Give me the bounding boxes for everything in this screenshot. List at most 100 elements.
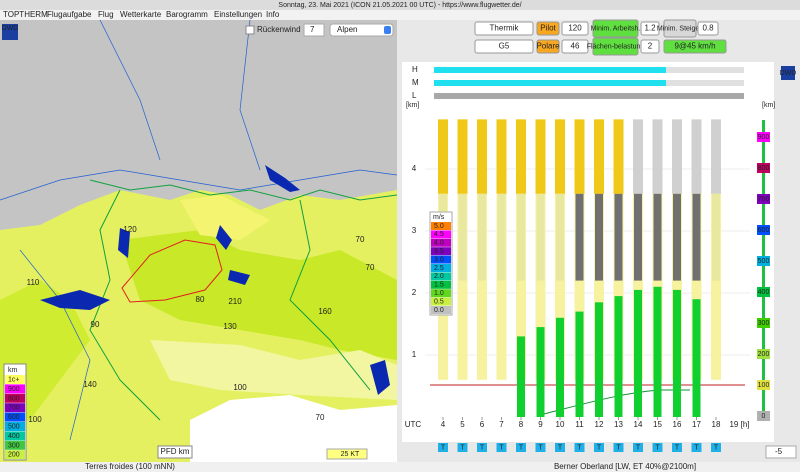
column-mid [458, 193, 467, 281]
min-climb-value-box[interactable] [697, 21, 719, 36]
y-tick-label: 4 [412, 164, 417, 173]
result: 9@45 km/h [674, 42, 715, 51]
column-top [438, 119, 448, 194]
right-tick-label: 300 [758, 320, 770, 327]
temp-cell [613, 443, 624, 452]
legend-label: 200 [8, 452, 20, 459]
x-end-label: 19 [h] [729, 420, 749, 429]
right-tick-box [757, 380, 770, 390]
y-tick-label: 1 [412, 350, 417, 359]
dwd-logo [2, 24, 18, 40]
column-mid [595, 193, 603, 281]
lift-label: 1.5 [434, 282, 444, 289]
right-tick-label: 500 [758, 258, 770, 265]
column-mid [536, 193, 545, 281]
pilot-label-box [536, 21, 560, 36]
tailwind-spinner[interactable] [303, 23, 325, 37]
temp-cell [457, 443, 468, 452]
polar-value: 46 [571, 42, 580, 51]
right-tick-box [757, 132, 770, 142]
menu-item[interactable]: Wetterkarte [120, 10, 162, 19]
x-tick-label: 9 [538, 420, 543, 429]
legend-label: 700 [8, 405, 20, 412]
map-border [0, 19, 398, 441]
menu-item[interactable]: Info [266, 10, 280, 19]
map-label: 210 [228, 297, 242, 306]
right-tick-box [757, 256, 770, 266]
temp-marker: T [558, 444, 563, 451]
x-tick-label: 6 [480, 420, 485, 429]
lift-label: 0.5 [434, 298, 444, 305]
column-mid [517, 193, 525, 281]
map-label: 110 [27, 278, 40, 287]
temp-cell [672, 443, 682, 452]
legend-label: 400 [8, 433, 20, 440]
logo-text: DWD [780, 70, 797, 77]
region-select[interactable] [329, 23, 394, 37]
menu-item[interactable]: Einstellungen [214, 10, 262, 19]
legend-swatch [5, 384, 25, 394]
menu-item[interactable]: Flug [98, 10, 114, 19]
status-right: Berner Oberland [LW, ET 40%@2100m] [554, 462, 696, 471]
lift-label: 0.0 [434, 307, 444, 314]
pilot-label: Pilot [540, 24, 556, 33]
mode-select-box[interactable] [474, 21, 534, 36]
temp-cell [711, 443, 721, 452]
menu-item[interactable]: TOPTHERM [3, 10, 48, 19]
menu-item[interactable]: Barogramm [166, 10, 208, 19]
glider-select-box[interactable] [474, 39, 534, 54]
temp-marker: T [480, 444, 485, 451]
min-climb-label-box [663, 19, 697, 38]
temp-cell [594, 443, 604, 452]
lift-label: 2.5 [434, 265, 444, 272]
x-tick-label: 4 [441, 420, 446, 429]
menu-item[interactable]: Flugaufgabe [47, 10, 92, 19]
y-unit: [km] [406, 102, 419, 109]
right-tick-label: 200 [758, 351, 770, 358]
column-top [535, 119, 546, 194]
map-label: 70 [316, 413, 325, 422]
min-work-value-box[interactable] [640, 21, 660, 36]
column-top [672, 119, 682, 194]
map-region [120, 230, 397, 360]
legend-swatch [5, 393, 25, 403]
status-bar [0, 462, 800, 472]
map-label: 100 [28, 415, 42, 424]
map-label: 160 [318, 307, 332, 316]
right-tick-box [757, 225, 770, 235]
legend-swatch [5, 450, 25, 460]
right-unit: [km] [762, 102, 775, 109]
legend-label: 300 [8, 442, 20, 449]
polar-label-box [536, 39, 560, 54]
map-label: 120 [123, 225, 137, 234]
polar-value-box[interactable] [561, 39, 589, 54]
lift-swatch [431, 230, 451, 239]
cloud-bar-high-fill [434, 67, 666, 73]
logo-text: DWD [2, 25, 19, 32]
map-region [180, 195, 270, 240]
x-tick-label: 18 [712, 420, 721, 429]
shift-spinner[interactable] [765, 445, 797, 459]
legend-swatch [5, 422, 25, 431]
tailwind-checkbox[interactable] [245, 25, 255, 35]
right-tick-label: 600 [758, 227, 770, 234]
legend-swatch [5, 412, 25, 422]
map-label: 90 [91, 320, 100, 329]
pfd-button[interactable] [157, 445, 193, 459]
column-mid [478, 193, 486, 281]
wing-load-value: 2 [648, 42, 653, 51]
temp-cell [438, 443, 448, 452]
tailwind-label: Rückenwind [257, 25, 301, 34]
column-top [652, 119, 663, 194]
shift-value: -5 [775, 447, 783, 456]
pilot-value-box[interactable] [561, 21, 589, 36]
column-mid [712, 193, 720, 281]
column-top [457, 119, 468, 194]
column-mid [673, 193, 681, 281]
lift-label: 2.0 [434, 273, 444, 280]
legend-label: 600 [8, 414, 20, 421]
wing-load-value-box[interactable] [640, 39, 660, 54]
thermal-bar [517, 336, 525, 417]
